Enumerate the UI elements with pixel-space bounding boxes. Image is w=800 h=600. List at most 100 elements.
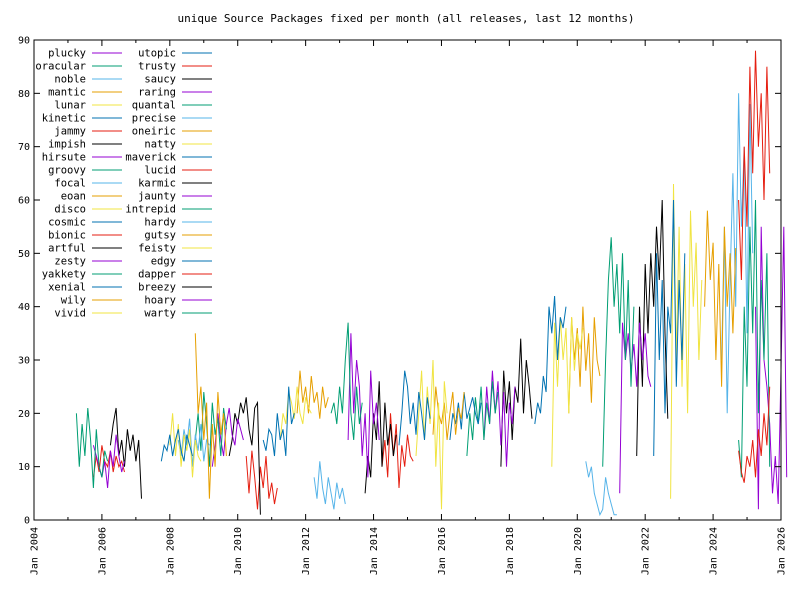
legend-label-precise: precise	[132, 113, 176, 125]
legend-label-zesty: zesty	[54, 256, 86, 268]
legend-label-disco: disco	[54, 204, 86, 216]
x-tick-label: Jan 2018	[505, 527, 516, 575]
y-axis: 0 10 20 30 40 50 60 70 80 90	[18, 36, 781, 527]
series-noble	[721, 93, 754, 414]
y-tick-label: 40	[18, 302, 30, 313]
x-tick-label: Jan 2016	[437, 527, 448, 575]
legend-label-breezy: breezy	[138, 282, 176, 294]
legend-label-warty: warty	[144, 308, 176, 320]
series-natty	[279, 386, 312, 441]
legend-label-artful: artful	[48, 243, 86, 255]
series-breezy	[109, 407, 142, 499]
legend-label-hardy: hardy	[144, 217, 176, 229]
legend-label-karmic: karmic	[138, 178, 176, 190]
series-kinetic	[653, 199, 686, 457]
legend-label-gutsy: gutsy	[144, 230, 176, 242]
legend: pluckyoracularnoblemanticlunarkineticjam…	[35, 48, 212, 320]
y-tick-label: 30	[18, 356, 30, 367]
legend-label-bionic: bionic	[48, 230, 86, 242]
series-vivid	[415, 359, 448, 510]
series-trusty	[381, 413, 414, 489]
legend-label-edgy: edgy	[151, 256, 176, 268]
legend-label-eoan: eoan	[61, 191, 86, 203]
series-saucy	[364, 381, 397, 494]
series-hardy	[177, 418, 210, 467]
legend-label-hoary: hoary	[144, 295, 176, 307]
legend-label-wily: wily	[61, 295, 86, 307]
legend-label-oneiric: oneiric	[132, 126, 176, 138]
legend-label-xenial: xenial	[48, 282, 86, 294]
legend-label-cosmic: cosmic	[48, 217, 86, 229]
series-hirsute	[619, 322, 652, 494]
x-tick-label: Jan 2022	[641, 527, 652, 575]
x-tick-label: Jan 2010	[233, 527, 244, 575]
series-intrepid	[194, 391, 227, 467]
series-utopic	[398, 370, 431, 446]
series-gutsy	[194, 333, 227, 499]
legend-label-oracular: oracular	[35, 61, 86, 73]
x-tick-label: Jan 2024	[709, 527, 720, 575]
legend-label-focal: focal	[54, 178, 86, 190]
series-disco	[551, 317, 584, 467]
x-tick-label: Jan 2026	[777, 527, 788, 575]
series-feisty	[169, 413, 202, 478]
legend-label-saucy: saucy	[144, 74, 176, 86]
series-plucky	[755, 226, 788, 510]
legend-label-groovy: groovy	[48, 165, 86, 177]
x-tick-label: Jan 2014	[369, 527, 380, 575]
legend-label-feisty: feisty	[138, 243, 176, 255]
y-tick-label: 60	[18, 196, 30, 207]
legend-label-yakkety: yakkety	[42, 269, 86, 281]
x-tick-label: Jan 2006	[97, 527, 108, 575]
series-precise	[313, 461, 346, 510]
series-dapper	[92, 445, 125, 478]
legend-label-noble: noble	[54, 74, 86, 86]
legend-label-mantic: mantic	[48, 87, 86, 99]
legend-label-vivid: vivid	[54, 308, 86, 320]
y-tick-label: 70	[18, 142, 30, 153]
series-cosmic	[534, 295, 567, 425]
y-tick-label: 50	[18, 249, 30, 260]
legend-label-kinetic: kinetic	[42, 113, 86, 125]
series-raring	[347, 333, 380, 478]
series-edgy	[160, 429, 193, 462]
legend-label-utopic: utopic	[138, 48, 176, 60]
legend-label-lucid: lucid	[144, 165, 176, 177]
y-tick-label: 20	[18, 409, 30, 420]
series-bionic	[738, 386, 771, 483]
legend-label-jaunty: jaunty	[138, 191, 176, 203]
series-jammy	[738, 50, 771, 281]
series-maverick	[262, 386, 295, 457]
series-groovy	[602, 237, 635, 467]
x-axis: Jan 2004 Jan 2006 Jan 2008 Jan 2010 Jan 2012…	[30, 40, 788, 575]
series-karmic	[228, 397, 261, 515]
y-tick-label: 80	[18, 89, 30, 100]
series-oneiric	[296, 370, 329, 419]
x-tick-label: Jan 2004	[30, 527, 41, 575]
x-tick-label: Jan 2012	[301, 527, 312, 575]
legend-label-dapper: dapper	[138, 269, 176, 281]
legend-label-trusty: trusty	[138, 61, 176, 73]
y-tick-label: 10	[18, 462, 30, 473]
legend-label-intrepid: intrepid	[125, 204, 176, 216]
legend-label-maverick: maverick	[125, 152, 176, 164]
legend-label-impish: impish	[48, 139, 86, 151]
y-tick-label: 90	[18, 36, 30, 47]
series-quantal	[330, 322, 363, 441]
series-oracular	[738, 199, 771, 478]
chart-title: unique Source Packages fixed per month (…	[178, 12, 635, 25]
series-focal	[585, 461, 617, 517]
series-layer	[75, 50, 788, 517]
series-mantic	[704, 210, 737, 387]
x-tick-label: Jan 2020	[573, 527, 584, 575]
legend-label-hirsute: hirsute	[42, 152, 86, 164]
legend-label-lunar: lunar	[54, 100, 86, 112]
y-tick-label: 0	[24, 516, 30, 527]
legend-label-quantal: quantal	[132, 100, 176, 112]
legend-label-jammy: jammy	[54, 126, 86, 138]
legend-label-plucky: plucky	[48, 48, 86, 60]
series-yakkety	[466, 381, 499, 457]
legend-label-raring: raring	[138, 87, 176, 99]
series-impish	[636, 199, 669, 457]
